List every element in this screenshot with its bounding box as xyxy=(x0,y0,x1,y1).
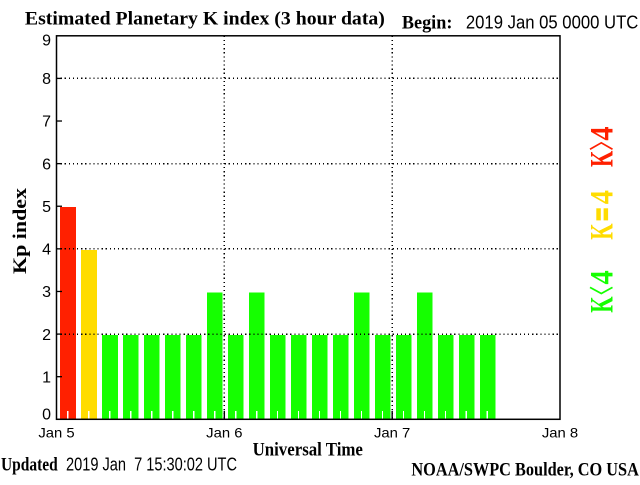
svg-text:Jan 8: Jan 8 xyxy=(542,425,579,441)
svg-text:Jan 7: Jan 7 xyxy=(374,425,411,441)
svg-text:9: 9 xyxy=(42,32,51,49)
svg-text:6: 6 xyxy=(42,156,51,173)
svg-text:2: 2 xyxy=(42,327,51,344)
svg-text:K: K xyxy=(584,223,620,240)
svg-text:0: 0 xyxy=(42,406,51,423)
svg-text:2019 Jan 05 0000 UTC: 2019 Jan 05 0000 UTC xyxy=(466,12,638,33)
svg-text:2019 Jan 7 15:30:02 UTC: 2019 Jan 7 15:30:02 UTC xyxy=(66,454,237,475)
svg-text:1: 1 xyxy=(42,369,51,386)
svg-text:Jan 6: Jan 6 xyxy=(206,425,243,441)
svg-text:3: 3 xyxy=(42,284,51,301)
svg-text:Estimated Planetary K index (3: Estimated Planetary K index (3 hour data… xyxy=(25,8,385,29)
svg-text:Updated: Updated xyxy=(1,455,58,476)
svg-text:K: K xyxy=(584,150,620,167)
svg-text:K: K xyxy=(584,296,620,313)
svg-text:Jan 5: Jan 5 xyxy=(38,425,75,441)
svg-text:4: 4 xyxy=(42,242,51,259)
svg-text:Kp index: Kp index xyxy=(10,187,31,274)
svg-text:8: 8 xyxy=(42,71,51,88)
svg-text:4: 4 xyxy=(584,126,620,140)
svg-text:5: 5 xyxy=(42,199,51,216)
svg-text:Begin:: Begin: xyxy=(402,13,453,34)
svg-text:Universal Time: Universal Time xyxy=(253,440,363,461)
svg-text:7: 7 xyxy=(42,114,51,131)
svg-text:4: 4 xyxy=(584,270,620,284)
svg-text:4: 4 xyxy=(584,190,620,204)
svg-text:NOAA/SWPC Boulder, CO USA: NOAA/SWPC Boulder, CO USA xyxy=(411,459,639,480)
